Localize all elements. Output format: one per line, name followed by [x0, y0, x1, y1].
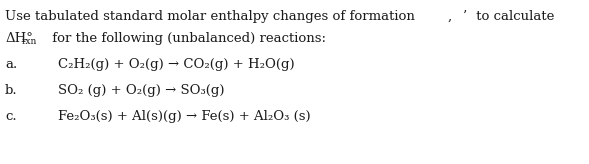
Text: to calculate: to calculate — [472, 10, 554, 23]
Text: ,: , — [448, 10, 452, 23]
Text: ’: ’ — [462, 10, 466, 23]
Text: Fe₂O₃(s) + Al(s)(g) → Fe(s) + Al₂O₃ (s): Fe₂O₃(s) + Al(s)(g) → Fe(s) + Al₂O₃ (s) — [58, 110, 310, 123]
Text: c.: c. — [5, 110, 16, 123]
Text: Use tabulated standard molar enthalpy changes of formation: Use tabulated standard molar enthalpy ch… — [5, 10, 415, 23]
Text: SO₂ (g) + O₂(g) → SO₃(g): SO₂ (g) + O₂(g) → SO₃(g) — [58, 84, 224, 97]
Text: a.: a. — [5, 58, 17, 71]
Text: for the following (unbalanced) reactions:: for the following (unbalanced) reactions… — [48, 32, 326, 45]
Text: b.: b. — [5, 84, 18, 97]
Text: rxn: rxn — [22, 37, 37, 46]
Text: ΔH°: ΔH° — [5, 32, 33, 45]
Text: C₂H₂(g) + O₂(g) → CO₂(g) + H₂O(g): C₂H₂(g) + O₂(g) → CO₂(g) + H₂O(g) — [58, 58, 294, 71]
